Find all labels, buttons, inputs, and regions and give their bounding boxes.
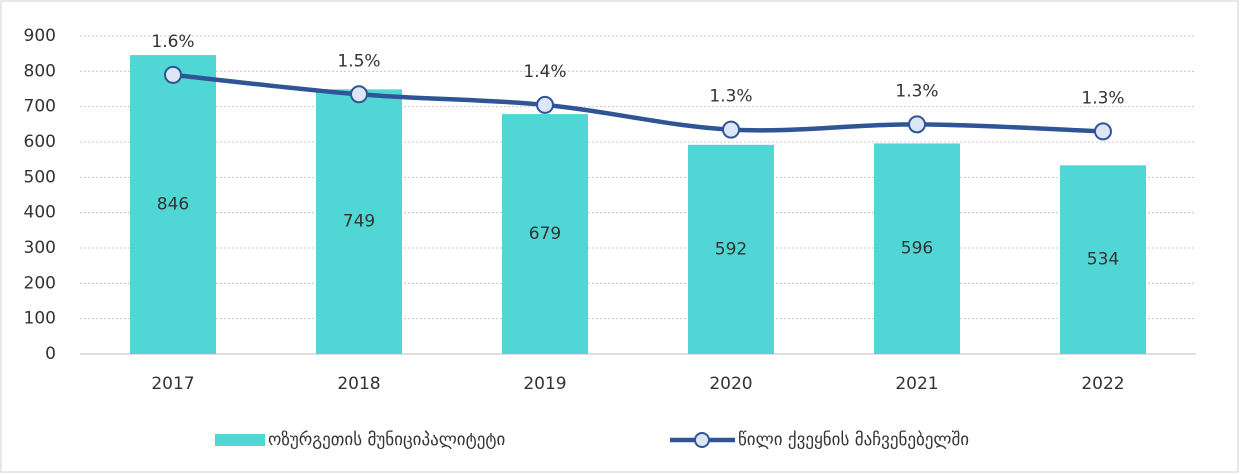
- line-value-label: 1.6%: [151, 32, 194, 52]
- line-value-label: 1.3%: [709, 87, 752, 107]
- bar-value-label: 534: [1087, 250, 1119, 270]
- legend-swatch: [694, 432, 710, 448]
- y-tick-label: 100: [24, 309, 56, 329]
- bar: [502, 114, 588, 354]
- legend-swatch: [215, 434, 265, 446]
- line-marker: [908, 115, 926, 134]
- x-tick-label: 2017: [151, 374, 194, 394]
- bar: [316, 89, 402, 354]
- y-tick-label: 200: [24, 273, 56, 293]
- bar: [130, 55, 216, 354]
- line: [172, 72, 1104, 134]
- line-marker: [536, 95, 554, 114]
- line-value-label: 1.3%: [895, 81, 938, 101]
- y-tick-label: 800: [24, 61, 56, 81]
- y-tick-label: 300: [24, 238, 56, 258]
- y-tick-label: 400: [24, 203, 56, 223]
- bar: [688, 144, 774, 354]
- x-tick-label: 2021: [895, 374, 938, 394]
- line-value-label: 1.4%: [523, 62, 566, 82]
- bar-value-label: 749: [343, 212, 375, 232]
- x-tick-label: 2018: [337, 374, 380, 394]
- y-tick-label: 900: [24, 26, 56, 46]
- legend-label: ოზურგეთის მუნიციპალიტეტი: [268, 430, 505, 450]
- legend-label: წილი ქვეყნის მაჩვენებელში: [738, 430, 969, 450]
- y-tick-label: 500: [24, 167, 56, 187]
- y-tick-label: 600: [24, 132, 56, 152]
- y-tick-label: 0: [45, 344, 56, 364]
- x-tick-label: 2019: [523, 374, 566, 394]
- bar-value-label: 679: [529, 224, 561, 244]
- bar-value-label: 596: [901, 239, 933, 259]
- line-value-label: 1.3%: [1081, 88, 1124, 108]
- line-marker: [1094, 122, 1112, 141]
- line-marker: [164, 65, 182, 84]
- line-value-label: 1.5%: [337, 51, 380, 71]
- bar-value-label: 846: [157, 195, 189, 215]
- x-tick-label: 2022: [1081, 374, 1124, 394]
- y-tick-label: 700: [24, 97, 56, 117]
- line-marker: [722, 120, 740, 139]
- x-tick-label: 2020: [709, 374, 752, 394]
- bar-value-label: 592: [715, 239, 747, 259]
- bar: [874, 143, 960, 354]
- bar: [1060, 165, 1146, 354]
- line-marker: [350, 85, 368, 104]
